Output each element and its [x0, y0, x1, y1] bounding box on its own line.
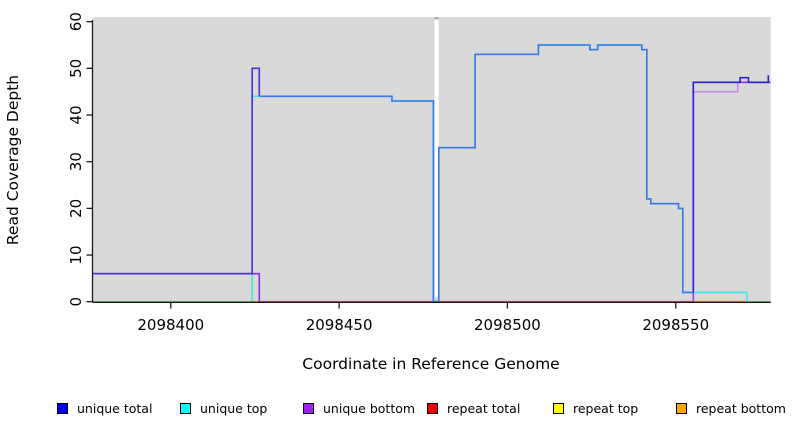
y-tick-label: 40 — [67, 105, 85, 124]
x-tick-label: 2098500 — [474, 316, 541, 334]
y-tick-label: 10 — [67, 245, 85, 264]
x-tick-label: 2098550 — [642, 316, 709, 334]
legend-label: unique total — [77, 400, 153, 416]
y-tick-label: 30 — [67, 152, 85, 171]
legend-item-unique-total: unique total — [57, 400, 153, 416]
axes-layer: 0 10 20 30 40 50 60 2098400 2098450 2098500 209855… — [67, 12, 771, 334]
legend-item-repeat-top: repeat top — [553, 400, 639, 416]
legend-item-repeat-total: repeat total — [427, 400, 521, 416]
legend-label: unique top — [200, 400, 268, 416]
legend-label: repeat bottom — [696, 400, 786, 416]
legend-label: unique bottom — [323, 400, 416, 416]
legend-label: repeat total — [447, 400, 521, 416]
legend-item-unique-top: unique top — [180, 400, 268, 416]
legend-swatch — [303, 402, 314, 414]
plot-background-layer — [93, 17, 771, 302]
series-line-unique-total — [692, 75, 770, 293]
legend-swatch — [427, 402, 438, 414]
x-tick-label: 2098450 — [306, 316, 373, 334]
x-axis-label: Coordinate in Reference Genome — [302, 355, 559, 373]
y-tick-label: 20 — [67, 199, 85, 218]
legend-swatch — [57, 402, 68, 414]
legend-swatch — [180, 402, 191, 414]
no-data-gap-band — [434, 19, 439, 297]
legend-swatch — [553, 402, 564, 414]
legend-item-repeat-bottom: repeat bottom — [676, 400, 786, 416]
plot-background — [93, 17, 771, 302]
y-tick-label: 0 — [67, 297, 85, 307]
x-tick-label: 2098400 — [137, 316, 204, 334]
y-tick-label: 50 — [67, 59, 85, 78]
y-tick-label: 60 — [67, 12, 85, 31]
legend-label: repeat top — [573, 400, 639, 416]
series-line-unique-total — [93, 67, 261, 275]
no-data-gap-cap — [434, 17, 439, 20]
legend-item-unique-bottom: unique bottom — [303, 400, 416, 416]
series-line-unique-bottom — [693, 82, 739, 93]
legend-swatch — [676, 402, 687, 414]
y-axis-label: Read Coverage Depth — [4, 75, 22, 245]
